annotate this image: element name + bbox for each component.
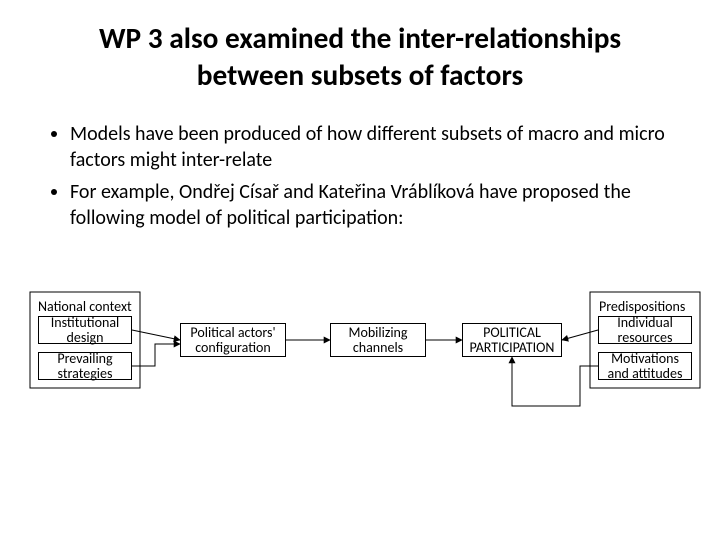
flowchart-node-mob: Mobilizing channels	[330, 323, 426, 357]
group-label: Predispositions	[599, 298, 699, 312]
bullet-item: Models have been produced of how differe…	[70, 121, 670, 173]
flowchart-node-part: POLITICAL PARTICIPATION	[462, 323, 562, 357]
edge-from-res	[562, 330, 598, 340]
flowchart-node-actors: Political actors' configuration	[180, 323, 286, 357]
group-label: National context	[38, 298, 138, 312]
page-title: WP 3 also examined the inter-relationshi…	[0, 20, 720, 93]
flowchart-node-mot: Motivations and attitudes	[598, 352, 692, 380]
edge-from-inst	[132, 330, 180, 340]
bullet-list: Models have been produced of how differe…	[0, 93, 720, 231]
bullet-item: For example, Ondřej Císař and Kateřina V…	[70, 179, 670, 231]
edge-from-prev	[132, 344, 180, 366]
flowchart-node-res: Individual resources	[598, 316, 692, 344]
flowchart-node-prev: Prevailing strategies	[38, 352, 132, 380]
edge-from-mot	[512, 357, 598, 406]
flowchart-node-inst: Institutional design	[38, 316, 132, 344]
